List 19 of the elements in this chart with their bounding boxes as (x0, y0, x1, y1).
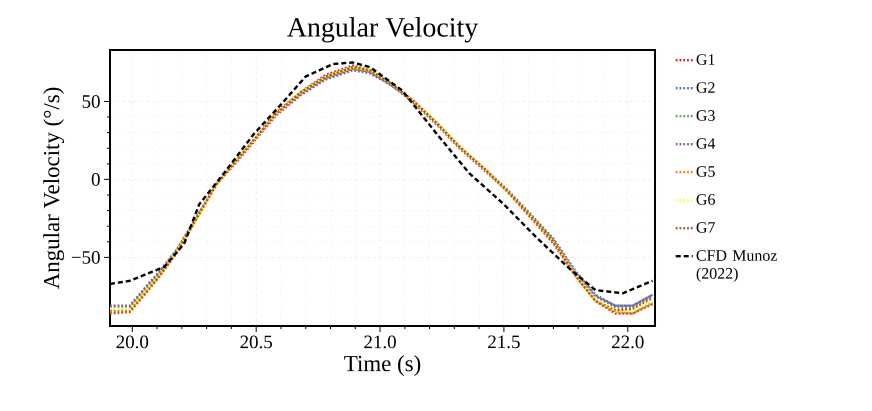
y-tick-label: 50 (82, 95, 100, 108)
x-tick-label: 21.0 (364, 336, 396, 348)
legend-label: G6 (696, 194, 715, 205)
x-axis-title: Time (s) (344, 355, 420, 376)
legend-label: G4 (696, 138, 716, 149)
chart-title: Angular Velocity (287, 17, 478, 42)
x-tick-label: 22.0 (612, 336, 644, 348)
x-tick-label: 21.5 (488, 336, 520, 348)
legend-label: G3 (696, 110, 715, 121)
x-tick-label: 20.0 (116, 336, 148, 348)
y-tick-label: −50 (72, 251, 100, 264)
legend-label: G2 (696, 82, 715, 93)
y-axis-title: Angular Velocity (°/s) (43, 88, 64, 290)
legend-label: G1 (696, 54, 714, 65)
legend-label: G5 (696, 166, 715, 177)
y-tick-label: 0 (92, 173, 100, 186)
legend-label: CFD Munoz (2022) (696, 250, 777, 282)
x-tick-label: 20.5 (240, 336, 272, 348)
legend-label: G7 (696, 222, 715, 233)
